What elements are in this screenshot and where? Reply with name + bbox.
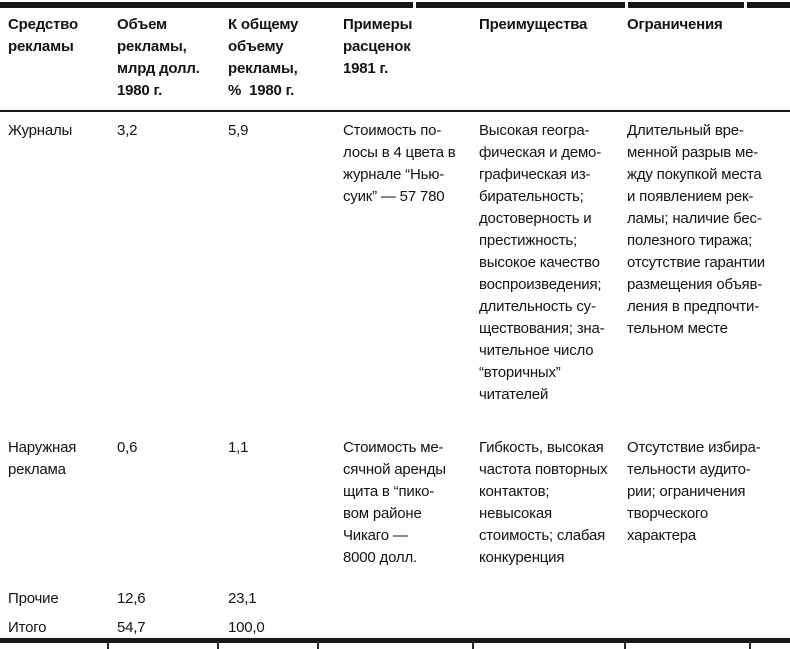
header-cell-rates: Примеры расценок 1981 г. <box>343 16 413 77</box>
bottom-border-tick <box>317 641 319 649</box>
header-cell-limitations: Ограничения <box>627 16 723 33</box>
top-border-notch <box>413 2 416 8</box>
header-cell-medium: Средство рекламы <box>8 16 78 55</box>
cell-advantages: Гибкость, высокая частота повторных конт… <box>479 439 608 566</box>
cell-volume: 3,2 <box>117 122 138 139</box>
cell-limitations <box>627 617 786 639</box>
cell-volume: 0,6 <box>117 439 138 456</box>
table-row-outdoor: Наружная реклама 0,6 1,1 Стоимость ме- с… <box>8 437 786 569</box>
cell-advantages <box>479 617 627 639</box>
cell-rates <box>343 588 479 610</box>
top-border-notch <box>744 2 747 8</box>
cell-medium: Наружная реклама <box>8 439 77 478</box>
table-header-row: Средство рекламы Объем рекламы, млрд дол… <box>8 14 786 102</box>
cell-rates: Стоимость по- лосы в 4 цвета в журнале “… <box>343 122 456 205</box>
cell-limitations <box>627 588 786 610</box>
table-row-magazines: Журналы 3,2 5,9 Стоимость по- лосы в 4 ц… <box>8 120 786 406</box>
cell-volume: 12,6 <box>117 590 146 607</box>
cell-volume: 54,7 <box>117 619 146 636</box>
bottom-border-tick <box>472 641 474 649</box>
bottom-border-tick <box>107 641 109 649</box>
top-border-notch <box>625 2 628 8</box>
table-row-others: Прочие 12,6 23,1 <box>8 588 786 610</box>
cell-limitations: Длительный вре- менной разрыв ме- жду по… <box>627 122 765 337</box>
cell-limitations: Отсутствие избира- тельности аудито- рии… <box>627 439 761 544</box>
table-top-border <box>0 2 790 8</box>
header-separator-rule <box>0 110 790 112</box>
header-cell-share: К общему объему рекламы, % 1980 г. <box>228 16 299 99</box>
header-cell-volume: Объем рекламы, млрд долл. 1980 г. <box>117 16 200 99</box>
bottom-border-tick <box>749 641 751 649</box>
header-cell-advantages: Преимущества <box>479 16 588 33</box>
table-row-total: Итого 54,7 100,0 <box>8 617 786 639</box>
cell-rates: Стоимость ме- сячной аренды щита в “пико… <box>343 439 446 566</box>
cell-rates <box>343 617 479 639</box>
cell-medium: Итого <box>8 619 47 636</box>
bottom-border-tick <box>217 641 219 649</box>
cell-share: 5,9 <box>228 122 249 139</box>
cell-share: 23,1 <box>228 590 257 607</box>
cell-advantages: Высокая геогра- фическая и демо- графиче… <box>479 122 605 403</box>
cell-medium: Прочие <box>8 590 59 607</box>
cell-share: 100,0 <box>228 619 265 636</box>
cell-advantages <box>479 588 627 610</box>
cell-share: 1,1 <box>228 439 249 456</box>
cell-medium: Журналы <box>8 122 73 139</box>
bottom-border-tick <box>624 641 626 649</box>
table-bottom-border <box>0 638 790 643</box>
